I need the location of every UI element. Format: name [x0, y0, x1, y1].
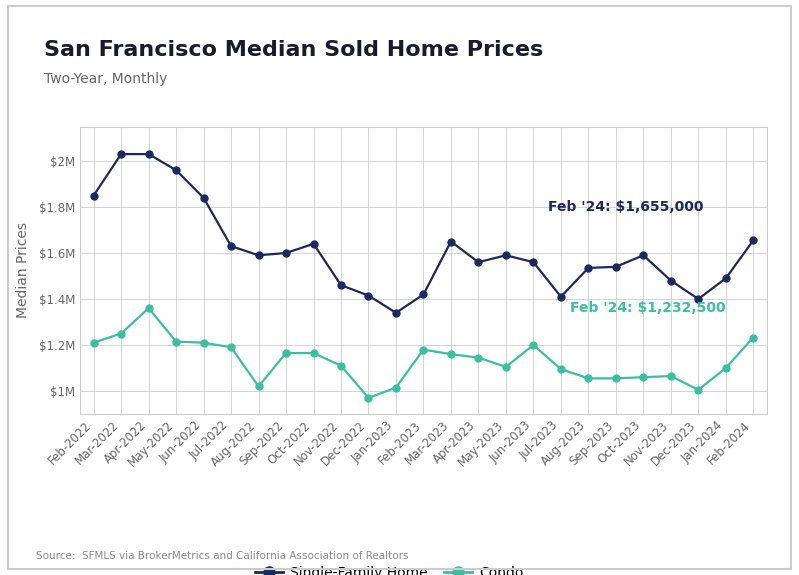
- Legend: Single-Family Home, Condo: Single-Family Home, Condo: [249, 560, 529, 575]
- Text: Two-Year, Monthly: Two-Year, Monthly: [44, 72, 167, 86]
- Text: San Francisco Median Sold Home Prices: San Francisco Median Sold Home Prices: [44, 40, 543, 60]
- Y-axis label: Median Prices: Median Prices: [16, 223, 30, 318]
- Text: Source:  SFMLS via BrokerMetrics and California Association of Realtors: Source: SFMLS via BrokerMetrics and Cali…: [36, 551, 408, 561]
- Text: Feb '24: $1,232,500: Feb '24: $1,232,500: [570, 301, 725, 315]
- Text: Feb '24: $1,655,000: Feb '24: $1,655,000: [548, 200, 704, 214]
